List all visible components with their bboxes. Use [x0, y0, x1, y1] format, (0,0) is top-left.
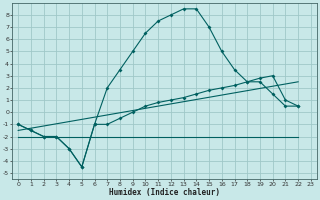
X-axis label: Humidex (Indice chaleur): Humidex (Indice chaleur) — [109, 188, 220, 197]
